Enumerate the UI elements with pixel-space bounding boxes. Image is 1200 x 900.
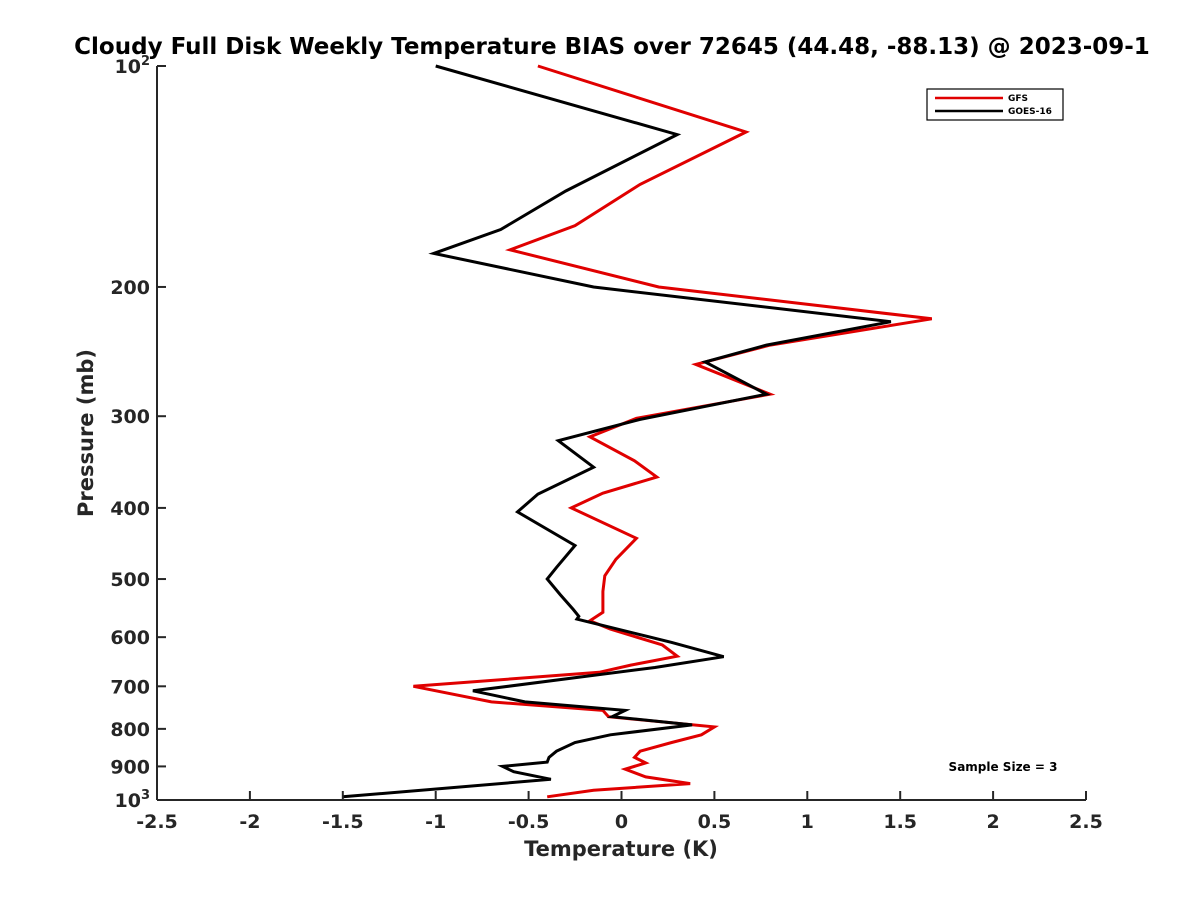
y-tick-label: 600 [110, 627, 150, 649]
x-tick-label: 0.5 [698, 811, 732, 833]
x-tick-label: -2 [239, 811, 260, 833]
x-tick-label: 2.5 [1069, 811, 1103, 833]
x-ticks: -2.5 -2 -1.5 -1 -0.5 0 0.5 1 1.5 2 2.5 [136, 791, 1103, 833]
y-tick-label: 102 [115, 54, 151, 78]
y-tick-label: 103 [115, 788, 151, 812]
legend-box [926, 88, 1064, 121]
y-tick-label: 400 [110, 498, 150, 520]
x-tick-label: 0 [615, 811, 628, 833]
legend: GFS GOES-16 [926, 88, 1064, 121]
sample-size-annotation: Sample Size = 3 [949, 760, 1058, 774]
series-layer [342, 64, 933, 799]
y-tick-label: 500 [110, 569, 150, 591]
y-axis-label: Pressure (mb) [74, 349, 98, 517]
x-tick-label: -1 [425, 811, 446, 833]
chart-title: Cloudy Full Disk Weekly Temperature BIAS… [74, 34, 1150, 60]
x-axis-label: Temperature (K) [524, 837, 718, 861]
y-tick-label: 800 [110, 719, 150, 741]
x-tick-label: -1.5 [322, 811, 364, 833]
x-tick-label: 2 [986, 811, 999, 833]
y-tick-label: 700 [110, 676, 150, 698]
y-tick-label: 900 [110, 756, 150, 778]
legend-label-gfs: GFS [1008, 94, 1028, 104]
series-line-goes16 [342, 64, 892, 799]
y-tick-label: 300 [110, 406, 150, 428]
x-tick-label: 1 [801, 811, 814, 833]
x-tick-label: 1.5 [883, 811, 917, 833]
y-ticks: 102 200 300 400 500 600 700 800 900 103 [110, 54, 166, 812]
legend-label-goes16: GOES-16 [1008, 107, 1052, 117]
x-tick-label: -2.5 [136, 811, 178, 833]
x-tick-label: -0.5 [508, 811, 550, 833]
y-tick-label: 200 [110, 277, 150, 299]
